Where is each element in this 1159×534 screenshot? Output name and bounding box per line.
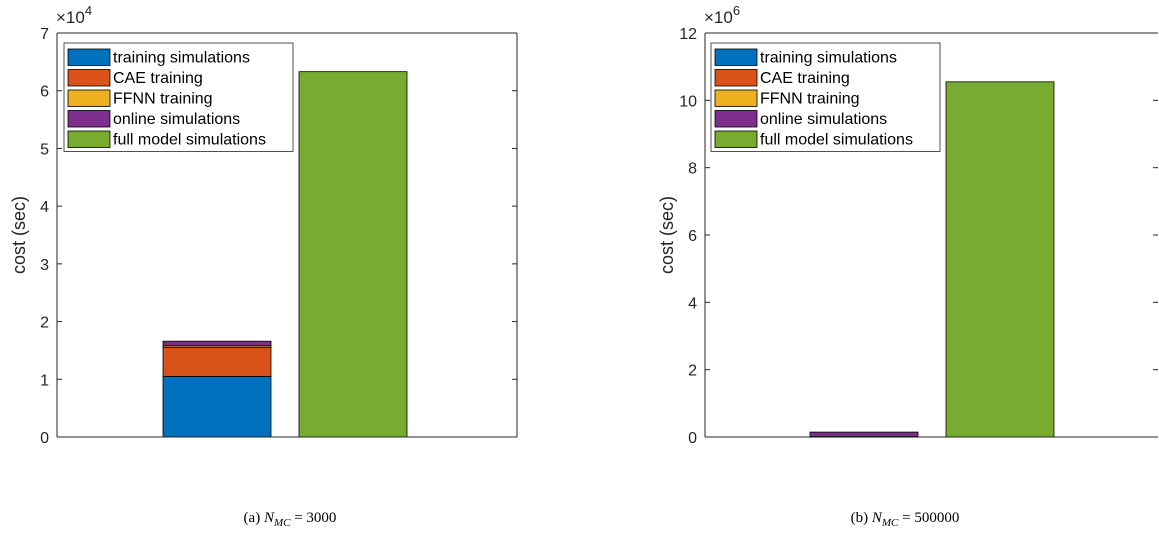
bar-full-model-simulations-2 (298, 71, 408, 438)
bar-online-simulations-1 (809, 431, 919, 437)
y-tick-label: 3 (40, 257, 49, 274)
y-axis-label: cost (sec) (9, 196, 29, 274)
y-axis-multiplier: ×106 (704, 3, 740, 27)
legend-label-ffnn-training: FFNN training (113, 91, 213, 108)
y-tick-label: 0 (40, 430, 49, 447)
y-tick-label: 12 (679, 26, 697, 43)
legend-swatch-cae-training (714, 69, 758, 87)
legend-swatch-online-simulations (714, 110, 758, 128)
legend-label-cae-training: CAE training (760, 70, 850, 87)
legend-swatch-full-model-simulations (67, 130, 111, 148)
y-tick-label: 6 (688, 228, 697, 245)
chart-2: 0 2 4 6 8 10 12 ×106 cost (sec) training simulati… (657, 3, 1158, 529)
legend-label-full-model-simulations: full model simulations (760, 132, 913, 149)
y-tick-label: 6 (40, 84, 49, 101)
legend-swatch-full-model-simulations (714, 130, 758, 148)
legend-label-cae-training: CAE training (113, 70, 203, 87)
chart-1: 0 1 2 3 4 5 6 7 ×104 cost (sec) training simulatio… (9, 3, 518, 529)
legend-label-online-simulations: online simulations (760, 111, 887, 128)
legend-swatch-training-simulations (67, 48, 111, 66)
bar-full-model-simulations-2 (945, 81, 1055, 438)
bar-online-simulations-1 (162, 340, 272, 347)
subfigure-caption: (a) NMC = 3000 (244, 510, 337, 529)
legend-swatch-training-simulations (714, 48, 758, 66)
y-tick-label: 1 (40, 372, 49, 389)
legend-swatch-cae-training (67, 69, 111, 87)
legend-label-online-simulations: online simulations (113, 111, 240, 128)
legend-label-training-simulations: training simulations (760, 50, 897, 67)
legend-label-full-model-simulations: full model simulations (113, 132, 266, 149)
y-tick-label: 5 (40, 141, 49, 158)
legend-label-ffnn-training: FFNN training (760, 91, 860, 108)
y-tick-label: 0 (688, 430, 697, 447)
y-tick-label: 4 (688, 295, 697, 312)
legend-swatch-ffnn-training (67, 89, 111, 107)
y-tick-label: 2 (40, 315, 49, 332)
y-tick-label: 2 (688, 363, 697, 380)
bar-training-simulations-1 (162, 375, 272, 438)
y-axis-label: cost (sec) (657, 196, 677, 274)
legend-swatch-ffnn-training (714, 89, 758, 107)
subfigure-caption: (b) NMC = 500000 (851, 510, 960, 529)
legend-swatch-online-simulations (67, 110, 111, 128)
bar-cae-training-1 (162, 347, 272, 377)
legend-label-training-simulations: training simulations (113, 50, 250, 67)
y-tick-label: 4 (40, 199, 49, 216)
y-tick-label: 10 (679, 93, 697, 110)
y-tick-label: 7 (40, 26, 49, 43)
y-axis-multiplier: ×104 (56, 3, 92, 27)
y-tick-label: 8 (688, 161, 697, 178)
